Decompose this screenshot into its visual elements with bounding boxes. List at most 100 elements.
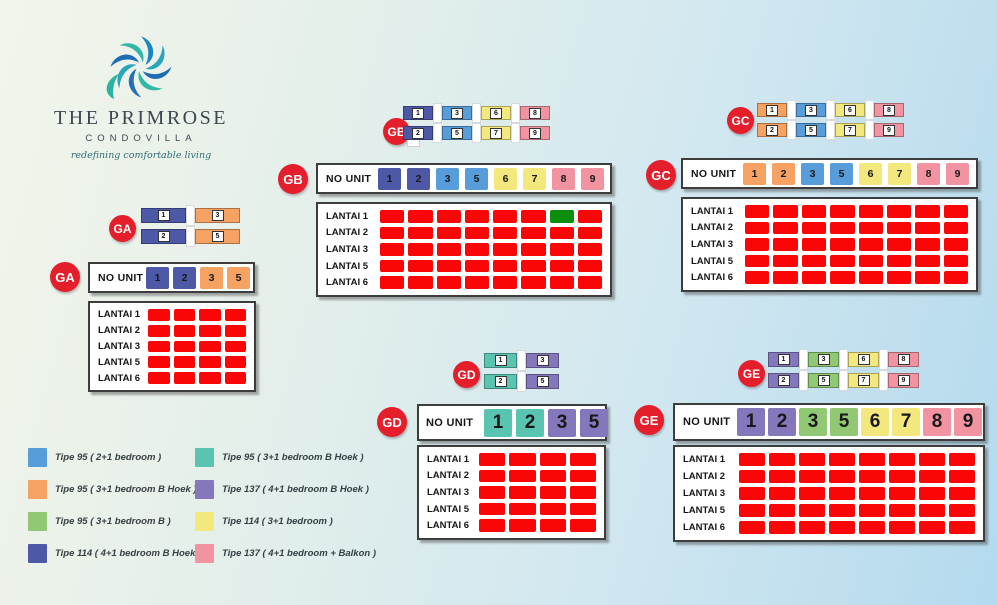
ge-unit-number-9: 9 bbox=[954, 408, 982, 436]
gc-cell-r1-c7-red bbox=[915, 205, 940, 218]
ga-cell-r2-c1-red bbox=[148, 324, 170, 337]
gc-plan-unit-1: 1 bbox=[757, 103, 787, 117]
gd-unit-number-5: 5 bbox=[580, 408, 608, 437]
ge-cell-r3-c6-red bbox=[889, 487, 915, 500]
ge-cell-r5-c7-red bbox=[919, 521, 945, 534]
gd-cell-r3-c2-red bbox=[509, 486, 536, 499]
ga-floor-label-3: LANTAI 3 bbox=[98, 340, 141, 352]
ge-floor-label-4: LANTAI 5 bbox=[683, 505, 726, 516]
gc-plan-unit-5: 5 bbox=[796, 123, 826, 137]
gb-floor-label-2: LANTAI 2 bbox=[326, 227, 369, 239]
ge-plan-row-top: 1 3 6 8 bbox=[768, 349, 919, 370]
ge-plan-unit-8: 8 bbox=[888, 352, 919, 367]
gb-cell-r2-c7-red bbox=[549, 226, 574, 240]
elevator-core bbox=[865, 120, 874, 140]
ge-cell-r2-c3-red bbox=[799, 470, 825, 483]
gc-cell-r4-c1-red bbox=[745, 254, 770, 268]
gd-plan-unit-3: 3 bbox=[526, 353, 559, 368]
gd-cell-r5-c4-red bbox=[569, 519, 596, 532]
plan-unit-number: 1 bbox=[412, 107, 424, 119]
gc-cell-r2-c8-red bbox=[943, 221, 968, 235]
gd-cell-r1-c1-red bbox=[479, 453, 506, 466]
gb-cell-r3-c7-red bbox=[549, 243, 574, 256]
plan-unit-number: 5 bbox=[817, 375, 830, 386]
ge-cell-r5-c6-red bbox=[889, 521, 915, 534]
gb-unit-number-6: 6 bbox=[494, 167, 517, 190]
gb-unit-number-7: 7 bbox=[523, 167, 546, 190]
ge-cell-r4-c7-red bbox=[919, 504, 945, 517]
ga-cell-r2-c2-red bbox=[173, 324, 195, 337]
ge-cell-r3-c7-red bbox=[919, 487, 945, 500]
gd-cell-r5-c3-red bbox=[539, 519, 566, 532]
ge-unit-number-5: 5 bbox=[830, 408, 858, 436]
gb-availability-grid: LANTAI 1 LANTAI 2 LANTAI 3 LANTAI 5 LANTAI 6 bbox=[318, 204, 610, 295]
unit-type-legend: Tipe 95 ( 2+1 bedroom ) Tipe 95 ( 3+1 bed… bbox=[28, 448, 376, 563]
gc-floor-label-5: LANTAI 6 bbox=[691, 272, 734, 284]
gb-cell-r4-c5-red bbox=[493, 259, 518, 273]
gc-cell-r3-c3-red bbox=[801, 238, 827, 251]
gc-cell-r5-c4-red bbox=[830, 271, 855, 284]
gb-cell-r3-c4-red bbox=[464, 243, 489, 256]
gb-cell-r5-c1-red bbox=[380, 276, 405, 289]
ge-cell-r1-c4-red bbox=[829, 453, 855, 466]
gd-unit-number-1: 1 bbox=[484, 408, 512, 437]
gb-cell-r5-c5-red bbox=[493, 276, 518, 289]
ge-cell-r1-c2-red bbox=[769, 453, 795, 466]
gd-cell-r2-c4-red bbox=[569, 469, 596, 483]
gc-cell-r2-c4-red bbox=[830, 221, 855, 235]
gb-cell-r1-c6-red bbox=[521, 210, 546, 223]
ga-plan-unit-3: 3 bbox=[195, 208, 240, 223]
gb-unit-number-8: 8 bbox=[552, 167, 575, 190]
legend-item-green: Tipe 95 ( 3+1 bedroom B ) bbox=[28, 512, 195, 531]
gb-cell-r5-c6-red bbox=[521, 276, 546, 289]
gd-cell-r2-c2-red bbox=[509, 469, 536, 483]
ge-availability-grid: LANTAI 1 LANTAI 2 LANTAI 3 LANTAI 5 LANTAI 6 bbox=[675, 447, 983, 540]
plan-unit-number: 8 bbox=[883, 104, 895, 116]
purple-swatch bbox=[195, 480, 214, 499]
gb-cell-r4-c1-red bbox=[380, 259, 405, 273]
gc-cell-r5-c7-red bbox=[915, 271, 940, 284]
gb-cell-r4-c3-red bbox=[436, 259, 461, 273]
gb-floor-label-4: LANTAI 5 bbox=[326, 260, 369, 272]
gc-cell-r3-c6-red bbox=[886, 238, 912, 251]
plan-unit-number: 1 bbox=[494, 355, 507, 366]
gb-unit-number-9: 9 bbox=[581, 167, 604, 190]
plan-unit-number: 5 bbox=[805, 124, 817, 136]
gc-cell-r5-c6-red bbox=[886, 271, 912, 284]
gb-cell-r3-c5-red bbox=[493, 243, 518, 256]
ga-cell-r5-c2-red bbox=[173, 372, 195, 384]
legend-label: Tipe 137 ( 4+1 bedroom + Balkon ) bbox=[222, 548, 376, 559]
gb-cell-r4-c8-red bbox=[577, 259, 602, 273]
ga-unit-number-3: 3 bbox=[200, 266, 223, 289]
legend-label: Tipe 95 ( 3+1 bedroom B Hoek ) bbox=[222, 452, 364, 463]
gb-floor-label-3: LANTAI 3 bbox=[326, 243, 369, 255]
ge-cell-r3-c8-red bbox=[949, 487, 975, 500]
gc-floor-label-2: LANTAI 2 bbox=[691, 222, 734, 234]
gb-cell-r2-c6-red bbox=[521, 226, 546, 240]
legend-label: Tipe 95 ( 3+1 bedroom B ) bbox=[55, 516, 171, 527]
gb-cell-r3-c1-red bbox=[380, 243, 405, 256]
elevator-core bbox=[826, 120, 835, 140]
gc-cell-r1-c6-red bbox=[886, 205, 912, 218]
ga-cell-r4-c1-red bbox=[148, 356, 170, 369]
plan-unit-number: 8 bbox=[529, 107, 541, 119]
gc-unit-number-6: 6 bbox=[859, 162, 882, 185]
gc-cell-r5-c2-red bbox=[773, 271, 798, 284]
gd-plan-unit-2: 2 bbox=[484, 374, 517, 389]
no-unit-label: NO UNIT bbox=[683, 416, 731, 428]
gc-cell-r3-c2-red bbox=[773, 238, 798, 251]
gc-cell-r4-c8-red bbox=[943, 254, 968, 268]
plan-unit-number: 5 bbox=[536, 376, 549, 387]
gc-cell-r1-c1-red bbox=[745, 205, 770, 218]
ge-unit-number-3: 3 bbox=[799, 408, 827, 436]
ge-cell-r5-c3-red bbox=[799, 521, 825, 534]
gb-cell-r2-c5-red bbox=[493, 226, 518, 240]
gd-cell-r3-c3-red bbox=[539, 486, 566, 499]
ge-plan-unit-9: 9 bbox=[888, 373, 919, 388]
elevator-core bbox=[879, 349, 888, 370]
gb-cell-r5-c8-red bbox=[577, 276, 602, 289]
gb-floorplan-mini: 1 3 6 8 2 5 7 9 bbox=[403, 103, 550, 143]
